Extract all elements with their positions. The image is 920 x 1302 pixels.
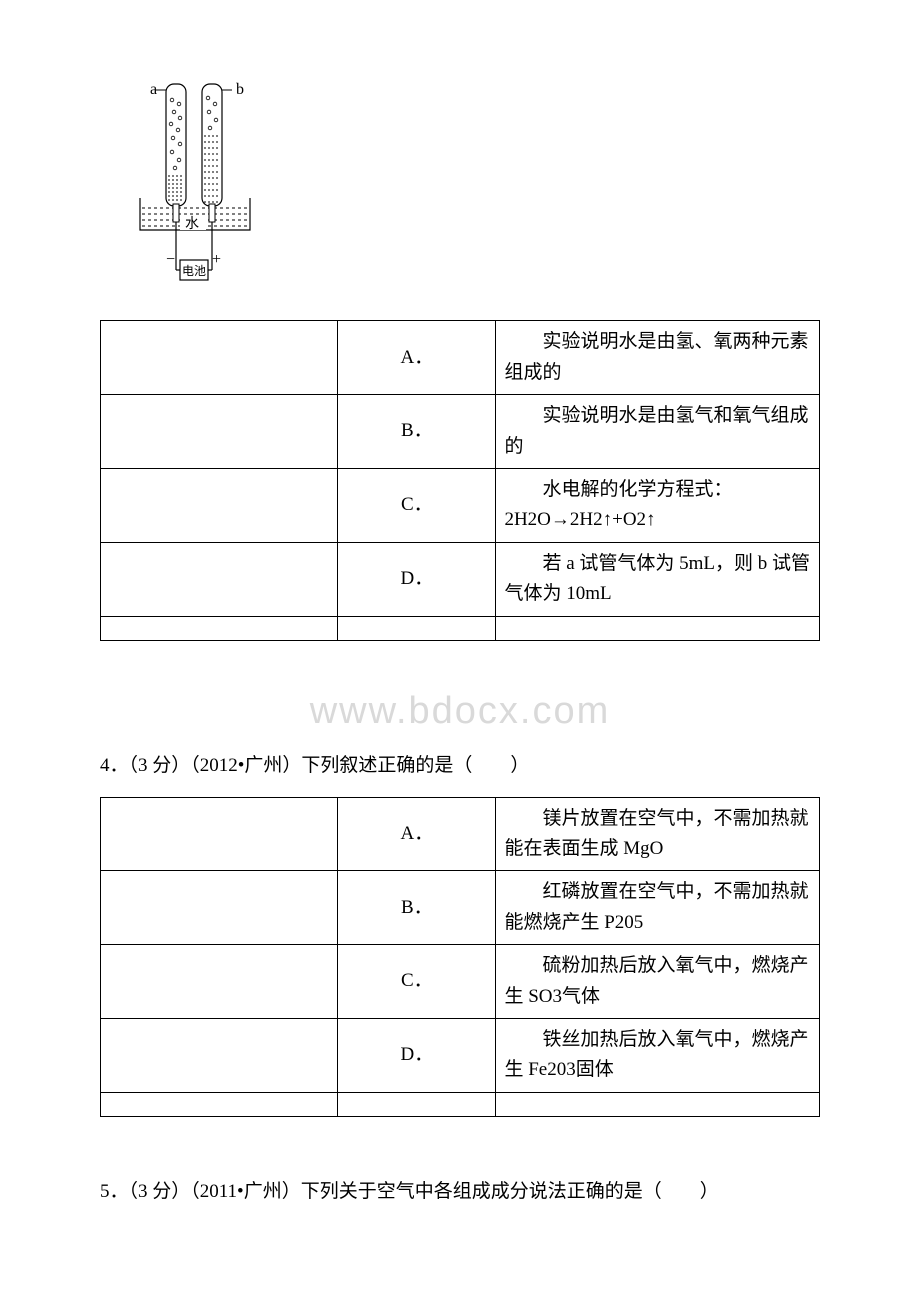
table-row-spacer [101,616,820,640]
empty-cell [338,1092,496,1116]
question-4-options-table: A． 镁片放置在空气中，不需加热就能在表面生成 MgO B． 红磷放置在空气中，… [100,797,820,1117]
option-letter: B． [338,395,496,469]
minus-label: − [166,251,175,268]
electrolysis-svg: a b [130,80,300,290]
table-row: C． 硫粉加热后放入氧气中，燃烧产生 SO3气体 [101,945,820,1019]
electrolysis-diagram: a b [130,80,820,300]
watermark-text: www.bdocx.com [100,681,820,742]
option-text: 实验说明水是由氢、氧两种元素组成的 [496,321,820,395]
option-letter: B． [338,871,496,945]
option-letter: A． [338,321,496,395]
table-row: B． 实验说明水是由氢气和氧气组成的 [101,395,820,469]
table-row-spacer [101,1092,820,1116]
option-text: 硫粉加热后放入氧气中，燃烧产生 SO3气体 [496,945,820,1019]
empty-cell [101,945,338,1019]
empty-cell [338,616,496,640]
option-text: 铁丝加热后放入氧气中，燃烧产生 Fe203固体 [496,1019,820,1093]
option-text: 若 a 试管气体为 5mL，则 b 试管气体为 10mL [496,542,820,616]
empty-cell [496,1092,820,1116]
empty-cell [101,542,338,616]
empty-cell [101,1019,338,1093]
water-label: 水 [185,216,199,232]
label-b: b [236,81,244,98]
question-3-options-table: A． 实验说明水是由氢、氧两种元素组成的 B． 实验说明水是由氢气和氧气组成的 … [100,320,820,640]
option-text: 镁片放置在空气中，不需加热就能在表面生成 MgO [496,797,820,871]
table-row: B． 红磷放置在空气中，不需加热就能燃烧产生 P205 [101,871,820,945]
option-text: 实验说明水是由氢气和氧气组成的 [496,395,820,469]
empty-cell [101,468,338,542]
table-row: C． 水电解的化学方程式：2H2O→2H2↑+O2↑ [101,468,820,542]
option-letter: D． [338,542,496,616]
option-letter: A． [338,797,496,871]
question-5-text: 5．（3 分）（2011•广州）下列关于空气中各组成成分说法正确的是（ ） [100,1177,820,1207]
empty-cell [101,321,338,395]
plus-label: + [212,251,221,268]
option-letter: C． [338,945,496,1019]
question-4-text: 4．（3 分）（2012•广州）下列叙述正确的是（ ） [100,751,820,781]
option-text: 红磷放置在空气中，不需加热就能燃烧产生 P205 [496,871,820,945]
option-letter: D． [338,1019,496,1093]
empty-cell [101,1092,338,1116]
empty-cell [101,797,338,871]
table-row: A． 实验说明水是由氢、氧两种元素组成的 [101,321,820,395]
option-text: 水电解的化学方程式：2H2O→2H2↑+O2↑ [496,468,820,542]
table-row: D． 若 a 试管气体为 5mL，则 b 试管气体为 10mL [101,542,820,616]
empty-cell [101,871,338,945]
table-row: D． 铁丝加热后放入氧气中，燃烧产生 Fe203固体 [101,1019,820,1093]
battery-label: 电池 [182,264,206,278]
empty-cell [101,395,338,469]
empty-cell [496,616,820,640]
table-row: A． 镁片放置在空气中，不需加热就能在表面生成 MgO [101,797,820,871]
option-letter: C． [338,468,496,542]
empty-cell [101,616,338,640]
